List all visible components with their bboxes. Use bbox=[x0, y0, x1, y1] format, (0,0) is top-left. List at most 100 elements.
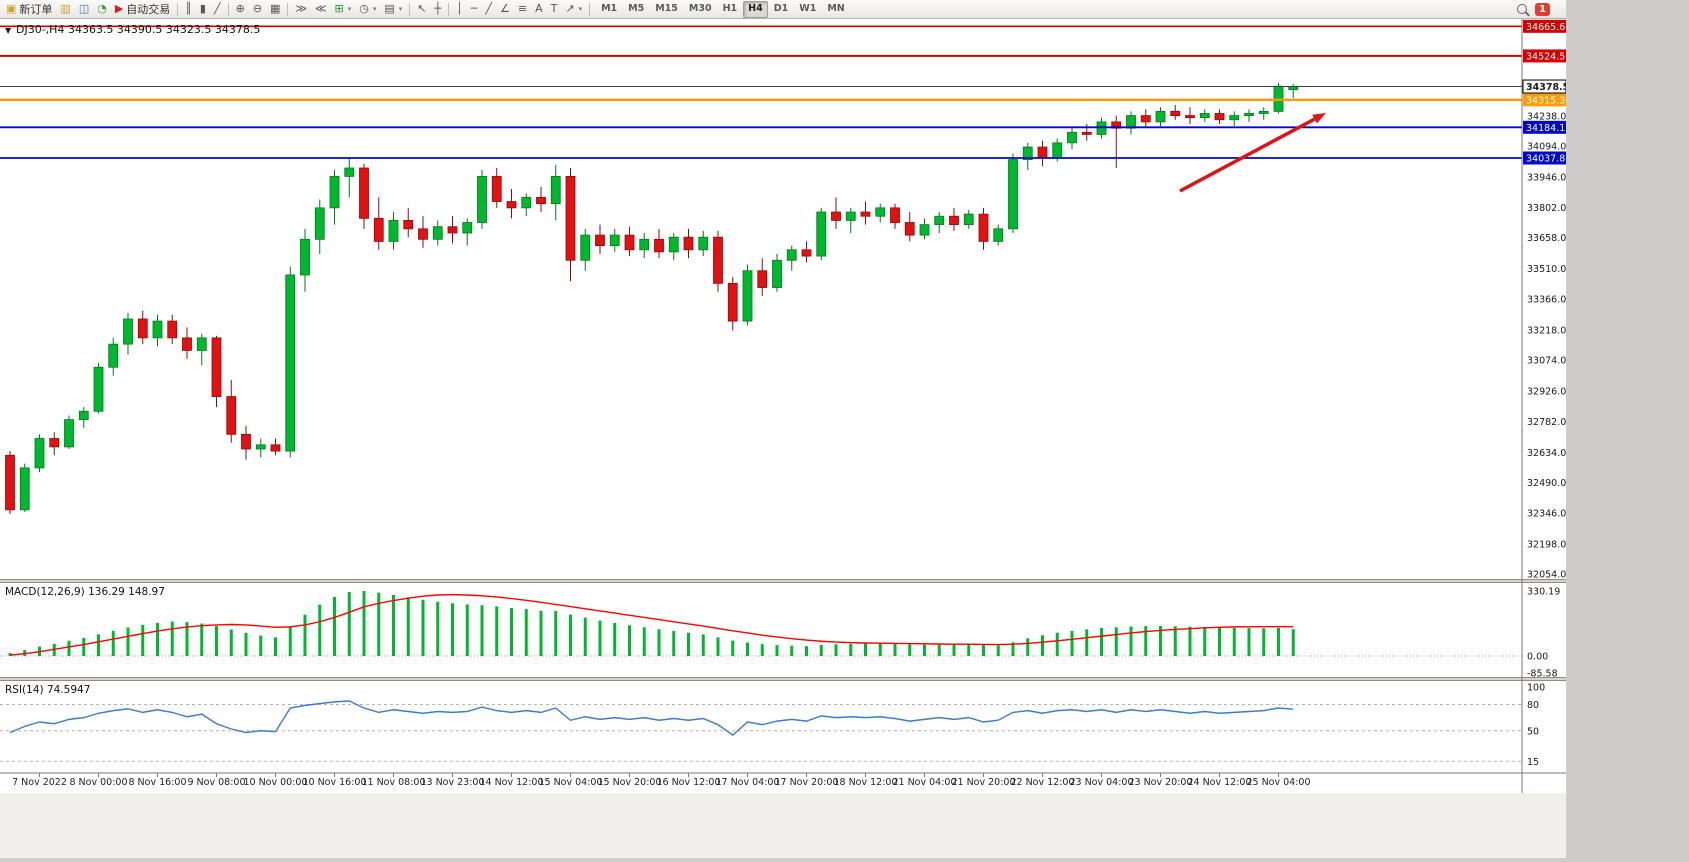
fibonacci-icon[interactable]: ≡ bbox=[514, 0, 531, 18]
svg-text:33218.0: 33218.0 bbox=[1527, 325, 1566, 336]
svg-text:23 Nov 20:00: 23 Nov 20:00 bbox=[1128, 777, 1192, 788]
auto-scroll-icon[interactable]: ≫ bbox=[291, 0, 311, 18]
indicators-icon[interactable]: ⊞ ▾ bbox=[330, 0, 355, 18]
price-label-34184.1: 34184.1 bbox=[1523, 120, 1566, 134]
arrows-icon[interactable]: ↗ ▾ bbox=[561, 0, 586, 18]
cursor-icon[interactable]: ↖ bbox=[413, 0, 430, 18]
dropdown-caret-icon: ▾ bbox=[398, 5, 403, 13]
periods-icon: ◷ bbox=[359, 2, 369, 15]
svg-text:11 Nov 08:00: 11 Nov 08:00 bbox=[361, 777, 425, 788]
trend-arrow[interactable] bbox=[1179, 113, 1326, 193]
svg-text:10 Nov 16:00: 10 Nov 16:00 bbox=[302, 777, 366, 788]
equidistant-channel-icon[interactable]: ∠ bbox=[496, 0, 514, 18]
svg-text:33510.0: 33510.0 bbox=[1527, 264, 1566, 275]
timeframe-d1[interactable]: D1 bbox=[773, 2, 789, 14]
svg-text:13 Nov 23:00: 13 Nov 23:00 bbox=[420, 777, 484, 788]
svg-text:9 Nov 08:00: 9 Nov 08:00 bbox=[187, 777, 245, 788]
toolbar-separator bbox=[589, 2, 591, 16]
timeframe-w1[interactable]: W1 bbox=[799, 2, 817, 14]
auto-scroll-icon: ≫ bbox=[295, 2, 307, 15]
svg-text:330.19: 330.19 bbox=[1527, 587, 1560, 598]
timeframe-h4[interactable]: H4 bbox=[743, 0, 768, 18]
svg-text:32490.0: 32490.0 bbox=[1527, 478, 1566, 489]
dropdown-caret-icon: ▾ bbox=[578, 5, 583, 13]
main-macd-splitter[interactable] bbox=[0, 579, 1566, 583]
rsi-legend: RSI(14) 74.5947 bbox=[5, 684, 90, 696]
equidistant-channel-icon: ∠ bbox=[499, 2, 510, 15]
templates-icon[interactable]: ▤ ▾ bbox=[380, 0, 406, 18]
chart-canvas[interactable]: 34238.0 34094.0 33946.0 33802.0 33658.0 33510… bbox=[0, 19, 1569, 858]
svg-text:34037.8: 34037.8 bbox=[1526, 153, 1565, 164]
svg-text:34094.0: 34094.0 bbox=[1527, 142, 1566, 153]
timeframe-m30[interactable]: M30 bbox=[688, 2, 712, 14]
crosshair-icon[interactable]: ┼ bbox=[430, 0, 445, 18]
timeframe-mn[interactable]: MN bbox=[827, 2, 845, 14]
chart-dropdown-icon[interactable]: ▼ bbox=[5, 26, 12, 35]
new-order-button[interactable]: ▣ 新订单 bbox=[2, 0, 56, 18]
price-axis[interactable]: 34238.0 34094.0 33946.0 33802.0 33658.0 33510… bbox=[1521, 19, 1569, 793]
periods-icon[interactable]: ◷ ▾ bbox=[355, 0, 380, 18]
charts-grid-icon[interactable]: ▥ bbox=[56, 0, 74, 18]
chart-shift-icon[interactable]: ≪ bbox=[311, 0, 331, 18]
arrows-icon: ↗ bbox=[565, 2, 575, 15]
profiles-icon[interactable]: ◫ bbox=[75, 0, 93, 18]
svg-text:32054.0: 32054.0 bbox=[1527, 569, 1566, 580]
macd-panel-plot[interactable] bbox=[0, 591, 1522, 657]
svg-text:16 Nov 12:00: 16 Nov 12:00 bbox=[656, 777, 720, 788]
bar-chart-icon[interactable]: ║ bbox=[181, 0, 196, 18]
auto-trading-button[interactable]: ▶ 自动交易 bbox=[111, 0, 174, 18]
chart-shift-icon: ≪ bbox=[314, 2, 327, 15]
crosshair-icon: ┼ bbox=[434, 2, 442, 15]
svg-text:8 Nov 16:00: 8 Nov 16:00 bbox=[128, 777, 186, 788]
svg-text:8 Nov 00:00: 8 Nov 00:00 bbox=[69, 777, 127, 788]
svg-text:50: 50 bbox=[1527, 726, 1539, 737]
refresh-icon[interactable]: ◔ bbox=[93, 0, 111, 18]
price-label-34315.3: 34315.3 bbox=[1523, 93, 1566, 107]
svg-text:33946.0: 33946.0 bbox=[1527, 173, 1566, 184]
text-icon[interactable]: A bbox=[531, 0, 547, 18]
tile-windows-icon: ▦ bbox=[270, 2, 281, 15]
chart-window[interactable]: 34238.0 34094.0 33946.0 33802.0 33658.0 33510… bbox=[0, 19, 1569, 858]
zoom-in-icon[interactable]: ⊕ bbox=[232, 0, 249, 18]
price-level-lines[interactable] bbox=[0, 25, 1522, 159]
macd-rsi-splitter[interactable] bbox=[0, 677, 1566, 681]
svg-text:33802.0: 33802.0 bbox=[1527, 203, 1566, 214]
svg-text:17 Nov 04:00: 17 Nov 04:00 bbox=[715, 777, 779, 788]
text-label-icon[interactable]: T bbox=[547, 0, 562, 18]
trendline-icon[interactable]: ╱ bbox=[481, 0, 496, 18]
auto-trading-button-label: 自动交易 bbox=[126, 3, 171, 16]
line-chart-icon[interactable]: ╱ bbox=[210, 0, 225, 18]
svg-text:14 Nov 12:00: 14 Nov 12:00 bbox=[479, 777, 543, 788]
svg-text:10 Nov 00:00: 10 Nov 00:00 bbox=[243, 777, 307, 788]
candlestick-plot[interactable] bbox=[5, 83, 1299, 515]
timeframe-m1[interactable]: M1 bbox=[601, 2, 618, 14]
svg-text:25 Nov 04:00: 25 Nov 04:00 bbox=[1246, 777, 1310, 788]
search-icon[interactable] bbox=[1517, 4, 1528, 14]
svg-text:22 Nov 12:00: 22 Nov 12:00 bbox=[1010, 777, 1074, 788]
svg-text:34238.0: 34238.0 bbox=[1527, 112, 1566, 123]
rsi-panel-plot[interactable] bbox=[0, 700, 1522, 762]
zoom-out-icon[interactable]: ⊖ bbox=[249, 0, 266, 18]
svg-text:34315.3: 34315.3 bbox=[1526, 95, 1565, 106]
svg-text:15 Nov 04:00: 15 Nov 04:00 bbox=[538, 777, 602, 788]
dropdown-caret-icon: ▾ bbox=[347, 5, 352, 13]
notification-badge[interactable]: 1 bbox=[1535, 2, 1550, 16]
chart-background bbox=[0, 19, 1566, 793]
timeframe-m15[interactable]: M15 bbox=[655, 2, 678, 14]
templates-icon: ▤ bbox=[384, 2, 395, 15]
indicators-icon: ⊞ bbox=[334, 2, 344, 15]
tile-windows-icon[interactable]: ▦ bbox=[266, 0, 284, 18]
time-axis[interactable]: 7 Nov 2022 8 Nov 00:00 8 Nov 16:00 9 Nov 08… bbox=[0, 772, 1566, 788]
vertical-line-icon[interactable]: │ bbox=[452, 0, 467, 18]
cursor-icon: ↖ bbox=[417, 2, 427, 15]
autotrading-icon: ▶ bbox=[114, 2, 124, 15]
text-label-icon: T bbox=[550, 2, 558, 15]
refresh-icon: ◔ bbox=[97, 2, 107, 15]
toolbar-separator bbox=[287, 2, 289, 16]
candlestick-chart-icon[interactable]: ▮ bbox=[196, 0, 210, 18]
svg-text:32346.0: 32346.0 bbox=[1527, 508, 1566, 519]
price-label-34524.5: 34524.5 bbox=[1523, 49, 1566, 63]
horizontal-line-icon[interactable]: ─ bbox=[467, 0, 482, 18]
timeframe-m5[interactable]: M5 bbox=[628, 2, 645, 14]
timeframe-h1[interactable]: H1 bbox=[722, 2, 738, 14]
